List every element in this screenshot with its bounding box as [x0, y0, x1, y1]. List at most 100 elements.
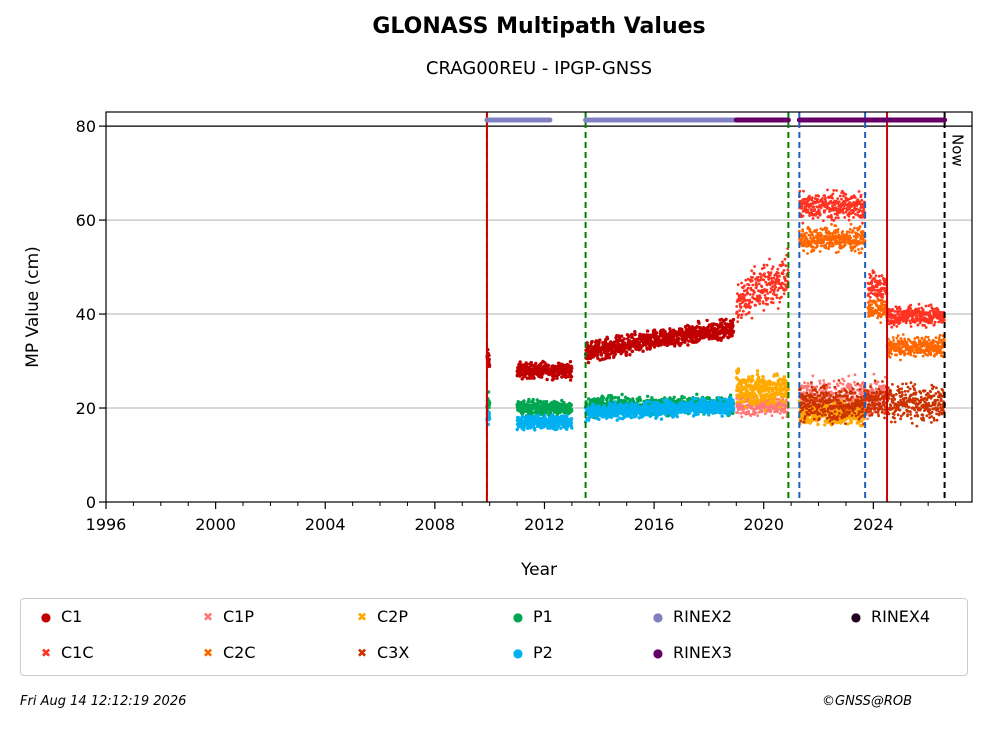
data-point	[748, 298, 752, 302]
data-point	[802, 249, 805, 253]
data-point	[766, 402, 770, 406]
data-point	[680, 329, 684, 334]
data-point	[770, 276, 773, 280]
data-point	[590, 339, 594, 344]
data-point	[843, 216, 847, 219]
data-point	[773, 395, 777, 400]
data-point	[935, 418, 939, 422]
data-point	[836, 384, 840, 388]
data-point	[808, 400, 812, 404]
data-point	[925, 398, 929, 402]
data-point	[858, 405, 862, 409]
data-point	[913, 408, 917, 412]
data-point	[762, 263, 766, 267]
data-point	[815, 228, 819, 232]
data-point	[939, 397, 943, 401]
data-point	[821, 402, 825, 406]
data-point	[881, 380, 884, 383]
data-point	[863, 239, 867, 243]
data-point	[857, 227, 861, 231]
data-point	[898, 408, 902, 412]
data-point	[892, 323, 896, 327]
data-point	[818, 417, 821, 420]
data-point	[919, 395, 923, 399]
data-point	[760, 285, 764, 289]
data-point	[776, 267, 780, 271]
data-point	[805, 231, 808, 235]
data-point	[823, 386, 827, 390]
data-point	[545, 377, 549, 382]
data-point	[748, 293, 752, 296]
data-point	[934, 392, 938, 395]
data-point	[854, 238, 858, 242]
data-point	[901, 333, 905, 336]
data-point	[777, 405, 782, 409]
data-point	[893, 416, 896, 420]
data-point	[812, 236, 816, 240]
data-point	[805, 388, 809, 392]
data-point	[834, 231, 837, 235]
data-point	[755, 369, 760, 373]
data-point	[806, 381, 810, 385]
data-point	[625, 350, 629, 354]
data-point	[928, 309, 932, 313]
data-point	[836, 230, 840, 234]
data-point	[877, 414, 880, 418]
data-point	[849, 398, 852, 402]
data-point	[869, 409, 872, 413]
data-point	[909, 413, 912, 416]
data-point	[775, 373, 779, 378]
data-point	[928, 408, 932, 412]
data-point	[811, 245, 815, 249]
data-point	[810, 407, 814, 410]
data-point	[860, 199, 864, 202]
data-point	[837, 216, 840, 220]
data-point	[738, 309, 742, 312]
data-point	[835, 189, 838, 192]
data-point	[840, 197, 843, 201]
data-point	[920, 336, 924, 340]
data-point	[752, 272, 756, 276]
data-point	[837, 411, 841, 415]
data-point	[824, 413, 827, 417]
data-point	[845, 391, 849, 394]
data-point	[879, 321, 883, 324]
data-point	[736, 369, 741, 374]
data-point	[776, 410, 779, 413]
data-point	[764, 296, 768, 300]
data-point	[902, 411, 906, 415]
data-point	[913, 337, 917, 340]
data-point	[844, 422, 847, 425]
data-point	[853, 196, 857, 199]
data-point	[776, 271, 780, 275]
data-point	[933, 320, 937, 324]
data-point	[905, 403, 909, 407]
data-point	[817, 194, 820, 198]
data-point	[939, 403, 942, 407]
data-point	[804, 394, 808, 398]
data-point	[909, 353, 913, 357]
data-point	[781, 272, 785, 276]
data-point	[857, 190, 861, 193]
data-point	[896, 385, 900, 388]
data-point	[914, 391, 918, 394]
data-point	[819, 386, 823, 390]
data-point	[801, 229, 805, 233]
chart-title: GLONASS Multipath Values	[372, 14, 706, 39]
data-point	[751, 276, 754, 279]
data-point	[742, 289, 746, 293]
data-point	[624, 353, 628, 357]
data-point	[534, 361, 538, 366]
data-point	[887, 412, 891, 416]
data-point	[863, 389, 866, 392]
data-point	[934, 336, 938, 340]
data-point	[736, 292, 739, 295]
data-point	[896, 413, 900, 417]
data-point	[488, 401, 492, 405]
data-point	[613, 352, 617, 356]
data-point	[847, 214, 851, 218]
data-point	[861, 221, 864, 225]
data-point	[910, 421, 914, 425]
data-point	[812, 417, 816, 421]
data-point	[769, 271, 773, 274]
